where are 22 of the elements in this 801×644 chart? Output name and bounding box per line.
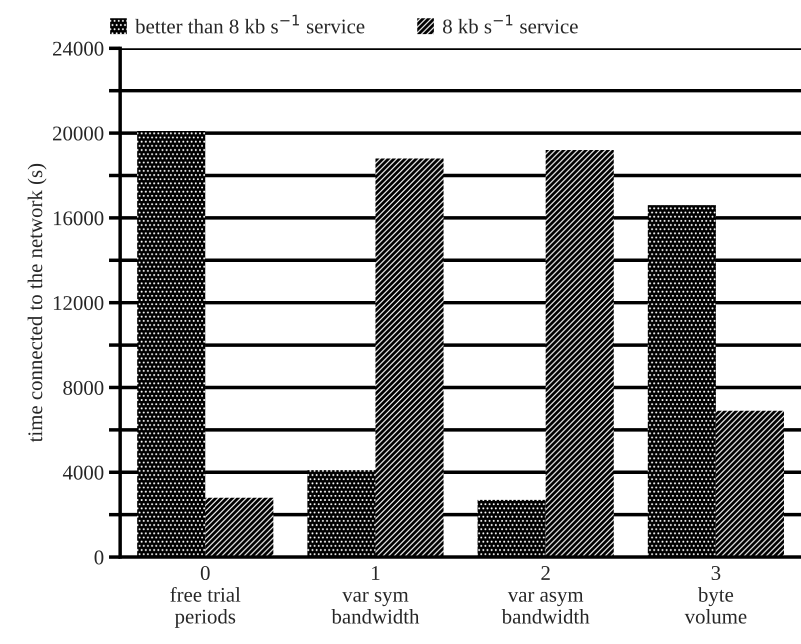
- y-tick-label: 24000: [53, 42, 104, 56]
- bar: [375, 158, 444, 558]
- y-tick-label: 8000: [63, 380, 104, 395]
- x-tick-label: 1 var sym bandwidth: [331, 566, 420, 624]
- bar: [478, 500, 546, 558]
- y-tick-label: 0: [94, 550, 104, 564]
- bar: [205, 498, 274, 558]
- y-tick-label: 4000: [62, 466, 104, 480]
- bar: [716, 410, 784, 558]
- legend-label: 8 kb s$^{−1}$ service: [443, 14, 578, 34]
- y-tick-label: 16000: [54, 211, 104, 226]
- bar: [546, 150, 614, 558]
- y-tick-label: 20000: [53, 126, 104, 141]
- y-axis-title: time connected to the network (s): [28, 164, 47, 442]
- legend-label: better than 8 kb s$^{−1}$ service: [135, 14, 364, 34]
- y-tick-label: 12000: [54, 296, 104, 310]
- bar: [307, 470, 376, 558]
- x-tick-label: 0 free trial periods: [170, 566, 240, 628]
- bar: [137, 130, 206, 558]
- x-tick-label: 3 byte volume: [684, 566, 746, 624]
- bar: [648, 205, 716, 558]
- x-tick-label: 2 var asym bandwidth: [502, 566, 590, 624]
